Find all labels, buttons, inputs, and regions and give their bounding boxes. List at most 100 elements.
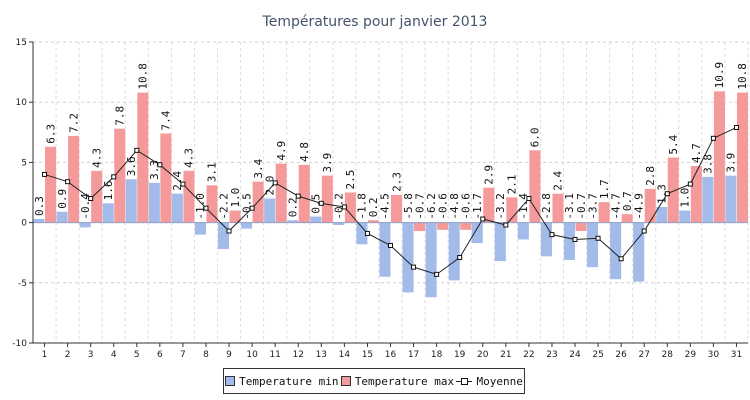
data-label-min: -1.0 xyxy=(194,193,207,220)
bar-temperature-max xyxy=(114,128,126,223)
point-moyenne xyxy=(595,235,601,241)
bar-temperature-max xyxy=(160,133,172,223)
bar-temperature-max xyxy=(483,187,495,223)
data-label-min: 3.8 xyxy=(702,154,715,174)
bar-temperature-max xyxy=(506,197,518,223)
x-tick-label: 5 xyxy=(134,350,140,360)
bar-temperature-min xyxy=(333,222,345,226)
data-label-max: 2.1 xyxy=(506,174,519,194)
point-moyenne xyxy=(88,196,94,202)
bar-temperature-min xyxy=(356,222,368,245)
point-moyenne xyxy=(434,271,440,277)
data-label-min: -0.5 xyxy=(240,193,253,220)
point-moyenne xyxy=(318,200,324,206)
x-tick-label: 25 xyxy=(592,350,603,360)
x-tick-label: 3 xyxy=(88,350,94,360)
bar-temperature-min xyxy=(102,203,114,223)
x-tick-label: 13 xyxy=(316,350,327,360)
point-moyenne xyxy=(411,264,417,270)
point-moyenne xyxy=(203,205,209,211)
x-tick-label: 4 xyxy=(111,350,117,360)
data-label-min: -3.1 xyxy=(563,193,576,220)
bar-temperature-min xyxy=(79,222,91,228)
point-moyenne xyxy=(157,162,163,168)
bar-temperature-max xyxy=(91,170,103,223)
point-moyenne xyxy=(134,147,140,153)
data-label-max: 2.5 xyxy=(344,170,357,190)
bar-temperature-max xyxy=(45,146,57,223)
bar-temperature-min xyxy=(563,222,576,260)
point-moyenne xyxy=(42,171,48,177)
y-tick-label: 15 xyxy=(16,38,27,48)
data-label-min: 3.6 xyxy=(125,156,138,176)
bar-temperature-min xyxy=(587,222,599,268)
data-label-max: 10.8 xyxy=(137,63,150,90)
data-label-min: 3.9 xyxy=(725,153,738,173)
data-label-min: -0.4 xyxy=(79,193,92,220)
x-tick-label: 24 xyxy=(569,350,581,360)
x-tick-label: 7 xyxy=(180,350,186,360)
x-tick-label: 18 xyxy=(431,350,443,360)
point-moyenne xyxy=(295,193,301,199)
x-tick-label: 22 xyxy=(523,350,534,360)
bar-temperature-min xyxy=(540,222,552,257)
point-moyenne xyxy=(457,255,463,261)
bar-temperature-max xyxy=(460,222,472,230)
bar-temperature-min xyxy=(471,222,483,244)
point-moyenne xyxy=(526,196,532,202)
bar-temperature-min xyxy=(725,175,737,223)
point-moyenne xyxy=(480,216,486,222)
data-label-max: 2.9 xyxy=(483,165,496,185)
bar-temperature-max xyxy=(344,192,356,223)
bar-temperature-max xyxy=(183,170,195,223)
data-label-min: 3.3 xyxy=(148,160,161,180)
data-label-min: -1.7 xyxy=(471,193,484,220)
data-label-min: 2.0 xyxy=(263,176,276,196)
legend-line-marker-icon xyxy=(456,376,473,386)
bar-temperature-min xyxy=(517,222,529,240)
data-label-min: 1.3 xyxy=(656,184,669,204)
y-tick-label: 5 xyxy=(21,158,27,168)
legend: Temperature min Temperature max Moyenne xyxy=(223,368,525,394)
bar-temperature-max xyxy=(367,220,379,223)
data-label-max: 6.0 xyxy=(529,127,542,147)
data-label-max: 6.3 xyxy=(44,124,57,144)
data-label-max: 4.7 xyxy=(690,143,703,163)
point-moyenne xyxy=(572,236,578,242)
data-label-min: 1.6 xyxy=(102,180,115,200)
bar-temperature-min xyxy=(679,210,691,223)
bar-temperature-max xyxy=(529,150,541,223)
y-tick-label: -5 xyxy=(18,279,27,289)
legend-item-mean: Moyenne xyxy=(456,375,523,388)
x-tick-label: 10 xyxy=(246,350,258,360)
bar-temperature-max xyxy=(137,92,149,223)
data-label-max: -0.6 xyxy=(436,193,449,220)
data-label-max: 0.7 xyxy=(621,191,634,211)
data-label-max: 5.4 xyxy=(667,134,680,154)
data-label-min: -0.2 xyxy=(333,193,346,220)
bar-temperature-min xyxy=(310,216,322,223)
data-label-max: 4.9 xyxy=(275,141,288,161)
y-tick-label: 10 xyxy=(16,98,28,108)
legend-swatch-max xyxy=(340,376,351,386)
x-tick-label: 30 xyxy=(708,350,720,360)
data-label-max: 10.8 xyxy=(736,63,749,90)
data-label-max: 1.0 xyxy=(229,188,242,208)
bar-temperature-max xyxy=(275,163,287,223)
point-moyenne xyxy=(664,191,670,197)
data-label-max: 3.4 xyxy=(252,158,265,178)
legend-label-min: Temperature min xyxy=(239,374,339,388)
point-moyenne xyxy=(65,179,71,185)
bar-temperature-max xyxy=(321,175,333,223)
bar-temperature-max xyxy=(206,185,218,223)
data-label-max: 2.3 xyxy=(390,172,403,192)
point-moyenne xyxy=(549,232,555,238)
bar-temperature-max xyxy=(298,164,310,223)
data-label-max: 0.2 xyxy=(367,197,380,217)
data-label-max: 2.8 xyxy=(644,166,657,186)
x-tick-label: 21 xyxy=(500,350,511,360)
point-moyenne xyxy=(641,228,647,234)
point-moyenne xyxy=(249,205,255,211)
data-label-max: 2.4 xyxy=(552,170,565,190)
